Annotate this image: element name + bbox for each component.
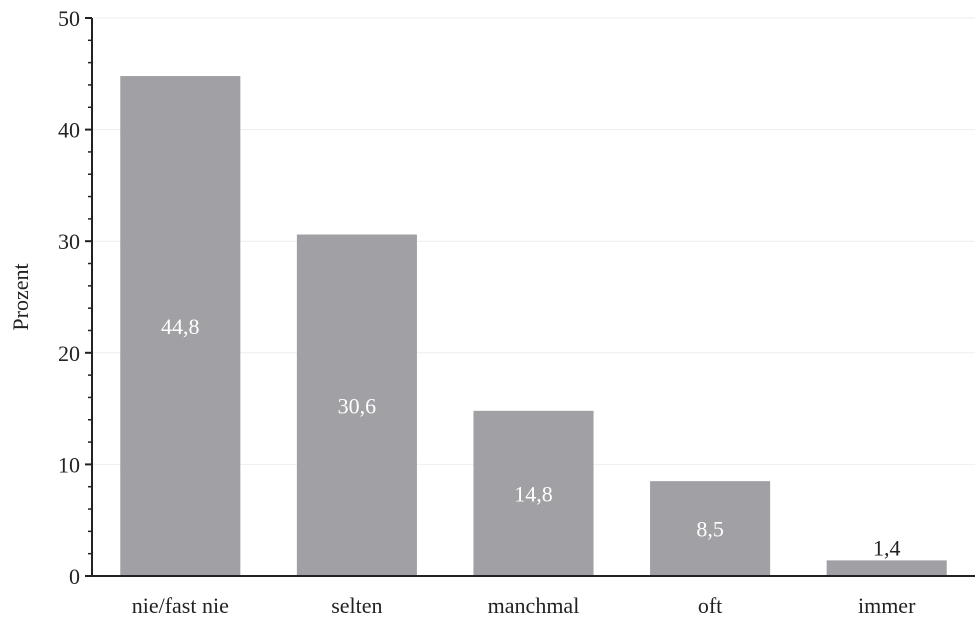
y-tick-label: 0 xyxy=(69,564,80,589)
bar-value-label: 30,6 xyxy=(338,393,377,418)
bar-value-label: 44,8 xyxy=(161,314,200,339)
x-category-label: immer xyxy=(858,593,916,618)
x-axis: nie/fast nie selten manchmal oft immer xyxy=(91,575,975,618)
x-category-label: oft xyxy=(698,593,722,618)
x-category-label: selten xyxy=(331,593,382,618)
x-category-label: manchmal xyxy=(488,593,580,618)
y-axis-label: Prozent xyxy=(8,263,33,330)
bar-value-label: 14,8 xyxy=(514,481,553,506)
bar-value-label: 1,4 xyxy=(873,535,901,560)
y-tick-label: 50 xyxy=(58,6,80,31)
bar xyxy=(120,76,241,577)
y-tick-label: 30 xyxy=(58,229,80,254)
bar xyxy=(296,234,417,576)
bar xyxy=(826,560,947,576)
bar xyxy=(650,481,771,576)
y-axis: 0 10 20 30 40 50 xyxy=(58,6,93,589)
bars: 44,8 30,6 14,8 8,5 1,4 xyxy=(120,76,947,577)
y-tick-label: 10 xyxy=(58,452,80,477)
bar xyxy=(473,410,594,576)
y-tick-label: 40 xyxy=(58,118,80,143)
y-tick-label: 20 xyxy=(58,341,80,366)
x-category-label: nie/fast nie xyxy=(132,593,229,618)
bar-value-label: 8,5 xyxy=(696,517,724,542)
